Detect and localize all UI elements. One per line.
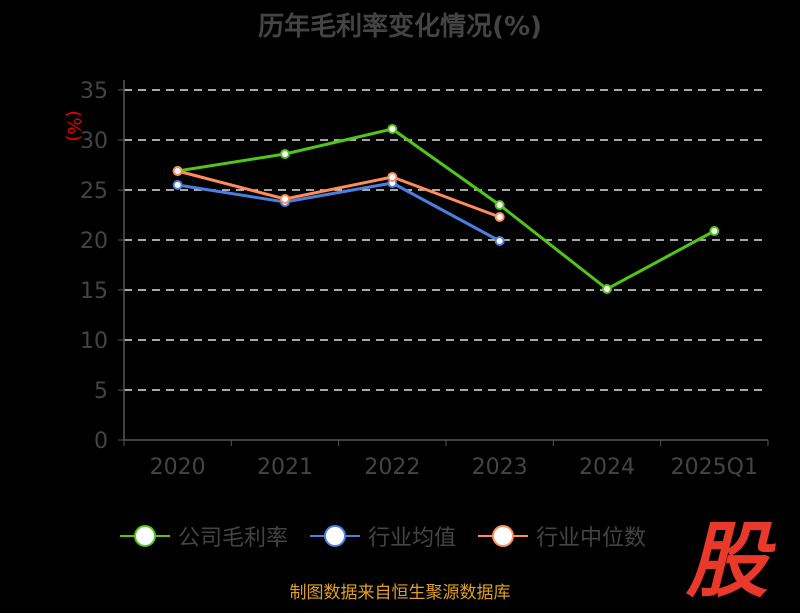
data-point [602, 284, 612, 294]
y-tick-label: 10 [80, 329, 108, 354]
x-tick-label: 2021 [257, 455, 313, 480]
data-point [709, 226, 720, 236]
logo: 股 [686, 514, 768, 609]
y-tick-label: 20 [80, 229, 108, 254]
y-tick-label: 25 [80, 179, 108, 204]
legend-label: 公司毛利率 [178, 526, 289, 551]
line-chart: 0 5 10 15 20 25 30 35 2020 2021 2022 2023 2024 2025Q1… [63, 79, 769, 480]
data-point [172, 180, 183, 190]
legend-marker-icon [310, 525, 361, 547]
x-tick-label: 2020 [150, 455, 206, 480]
legend-label: 行业均值 [368, 526, 457, 551]
legend: 公司毛利率 行业均值 行业中位数 [120, 520, 646, 552]
y-axis-label: (%) [63, 110, 84, 141]
source-footer: 制图数据来自恒生聚源数据库 [289, 583, 511, 603]
legend-item[interactable]: 公司毛利率 [120, 520, 288, 552]
data-point [494, 212, 505, 222]
legend-item[interactable]: 行业中位数 [478, 520, 646, 552]
data-point [280, 149, 290, 159]
x-tick-label: 2024 [579, 455, 635, 480]
data-point [387, 124, 398, 134]
legend-label: 行业中位数 [536, 526, 647, 551]
data-point [387, 172, 398, 182]
y-tick-label: 0 [94, 429, 108, 454]
series-line [177, 169, 501, 219]
y-tick-label: 5 [94, 379, 108, 404]
data-point [172, 166, 183, 176]
series-line [177, 127, 716, 291]
y-tick-label: 30 [80, 129, 108, 154]
chart-title: 历年毛利率变化情况(%) [258, 12, 542, 42]
data-point [280, 194, 290, 204]
x-tick-label: 2025Q1 [671, 455, 758, 480]
legend-marker-icon [478, 525, 529, 547]
series-line [177, 181, 501, 243]
x-tick-label: 2022 [364, 455, 420, 480]
legend-marker-icon [120, 525, 170, 547]
legend-item[interactable]: 行业均值 [310, 520, 456, 552]
x-tick-label: 2023 [472, 455, 528, 480]
data-point [494, 200, 505, 210]
y-tick-label: 35 [80, 79, 108, 104]
data-point [494, 236, 505, 246]
y-tick-label: 15 [80, 279, 108, 304]
